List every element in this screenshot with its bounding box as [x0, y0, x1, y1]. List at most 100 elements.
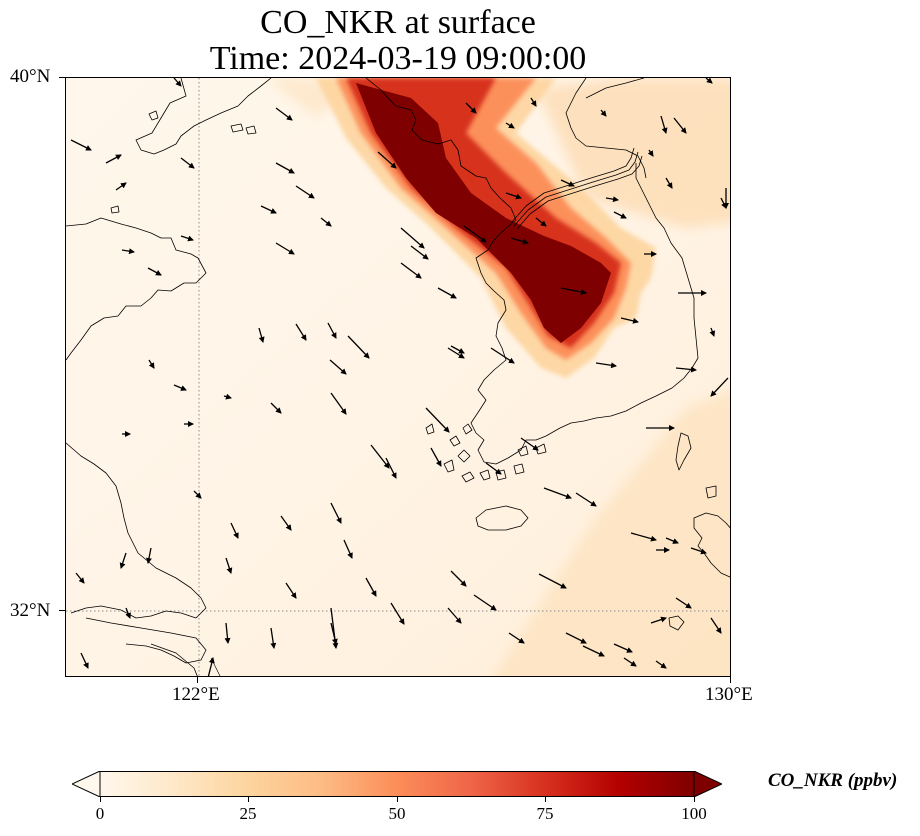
wind-arrow	[655, 660, 667, 669]
wind-arrow	[490, 347, 515, 364]
x-tick-label-122e: 122°E	[172, 684, 220, 705]
wind-arrow	[115, 182, 127, 191]
wind-arrow	[270, 627, 277, 649]
coastlines	[66, 78, 730, 676]
wind-arrow	[377, 151, 397, 169]
wind-arrow	[125, 607, 131, 619]
wind-arrow	[575, 492, 597, 507]
wind-arrow	[119, 552, 127, 569]
gridlines	[66, 78, 730, 676]
colorbar-tick-label-0: 0	[95, 804, 105, 823]
wind-arrow	[463, 225, 487, 243]
wind-arrow	[400, 262, 422, 279]
wind-arrow	[510, 237, 529, 245]
wind-arrow	[613, 211, 627, 219]
wind-arrow	[295, 323, 307, 341]
map-title: CO_NKR at surface	[260, 4, 536, 41]
wind-arrow	[148, 359, 155, 369]
y-tick-label-32n: 32°N	[10, 600, 51, 621]
colorbar-extend-min	[72, 771, 101, 797]
wind-arrow	[180, 157, 195, 169]
wind-arrow	[258, 327, 265, 343]
wind-arrow	[385, 457, 397, 479]
wind-arrow	[146, 547, 152, 564]
wind-arrow	[430, 447, 442, 467]
wind-arrow	[675, 366, 697, 373]
wind-arrow	[285, 582, 297, 599]
wind-arrow	[535, 217, 547, 227]
wind-arrow	[665, 177, 673, 189]
wind-arrow	[370, 444, 390, 469]
wind-arrow	[275, 242, 295, 255]
wind-arrow	[400, 227, 425, 249]
wind-arrow	[410, 245, 429, 260]
wind-arrow	[230, 522, 239, 539]
wind-arrow	[224, 622, 231, 644]
wind-arrow	[347, 335, 370, 359]
wind-arrow	[147, 267, 162, 276]
wind-arrow	[270, 402, 282, 414]
wind-arrow	[690, 547, 707, 555]
wind-arrow	[530, 97, 537, 107]
coastline-liaodong	[135, 78, 272, 155]
map-canvas	[66, 78, 730, 676]
wind-arrow	[329, 359, 347, 375]
coastline-shandong	[66, 217, 207, 361]
wind-arrow	[605, 196, 619, 203]
wind-arrow	[508, 632, 525, 644]
wind-arrow	[70, 139, 92, 151]
wind-arrow	[647, 149, 654, 157]
wind-arrow	[710, 377, 729, 397]
wind-arrow	[673, 117, 687, 134]
x-tick-mark-130e	[730, 677, 731, 683]
colorbar-tick-mark-0	[100, 797, 101, 802]
wind-arrow	[207, 657, 215, 676]
wind-arrow	[447, 347, 465, 359]
wind-vectors	[70, 78, 729, 676]
x-tick-mark-122e	[197, 677, 198, 683]
wind-arrow	[485, 462, 502, 475]
wind-arrow	[365, 577, 377, 597]
wind-arrow	[330, 502, 342, 524]
wind-arrow	[665, 537, 679, 544]
wind-arrow	[705, 78, 713, 84]
colorbar-tick-mark-100	[694, 797, 695, 802]
map-panel	[65, 77, 731, 677]
wind-arrow	[565, 632, 587, 644]
colorbar-title: CO_NKR (ppbv)	[768, 770, 898, 791]
wind-arrow	[275, 107, 293, 121]
wind-arrow	[173, 384, 187, 391]
colorbar	[72, 771, 722, 797]
wind-arrow	[450, 570, 467, 587]
wind-arrow	[582, 645, 605, 657]
x-tick-label-130e: 130°E	[705, 684, 753, 705]
wind-arrow	[450, 345, 465, 354]
wind-arrow	[320, 217, 332, 227]
wind-arrow	[447, 607, 462, 624]
wind-arrow	[193, 490, 202, 499]
wind-arrow	[390, 602, 405, 625]
wind-arrow	[330, 607, 339, 649]
wind-arrow	[543, 487, 572, 500]
wind-arrow	[425, 407, 450, 433]
wind-arrow	[173, 78, 182, 87]
colorbar-tick-mark-50	[397, 797, 398, 802]
wind-arrow	[180, 235, 194, 242]
border-korea	[510, 147, 635, 224]
wind-arrow	[675, 597, 692, 609]
wind-arrow	[280, 515, 292, 531]
coastline-northeast	[565, 78, 647, 179]
wind-arrow	[505, 192, 522, 200]
wind-arrow	[630, 532, 657, 542]
wind-arrow	[223, 393, 232, 400]
wind-arrow	[613, 643, 633, 653]
colorbar-tick-mark-25	[248, 797, 249, 802]
wind-arrow	[538, 573, 567, 589]
wind-arrow	[343, 539, 353, 559]
plume-core	[356, 83, 611, 343]
wind-arrow	[660, 115, 668, 134]
wind-arrow	[80, 652, 89, 669]
wind-arrow	[620, 317, 639, 324]
y-tick-mark-40n	[59, 77, 65, 78]
wind-arrow	[623, 657, 637, 667]
